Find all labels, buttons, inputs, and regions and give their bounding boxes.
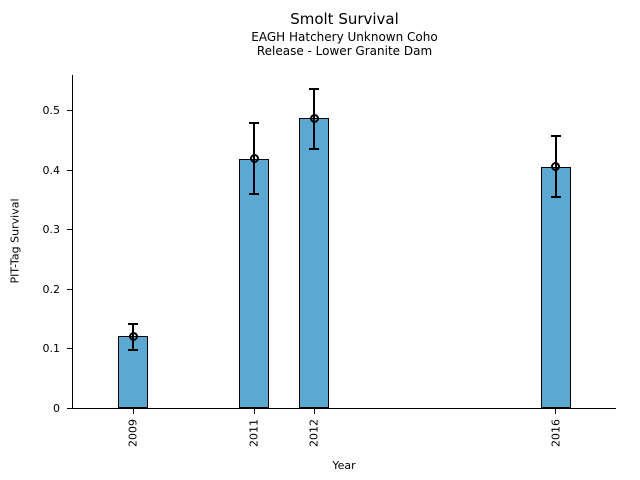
- y-tick-label: 0.4: [42, 163, 61, 177]
- y-tick-label: 0.2: [42, 282, 61, 296]
- x-axis-label: Year: [332, 459, 356, 472]
- error-bar-cap-bottom: [128, 348, 139, 351]
- error-bar-cap-bottom: [309, 147, 320, 150]
- error-bar-cap-top: [550, 135, 561, 138]
- y-axis-label: PIT-Tag Survival: [8, 198, 22, 284]
- x-tick-label-2016: 2016: [549, 419, 563, 447]
- data-point-marker: [551, 162, 561, 172]
- data-point-marker: [309, 113, 319, 123]
- y-tick-mark: [67, 110, 72, 112]
- x-axis-spine: [72, 408, 616, 409]
- y-tick-label: 0.3: [42, 223, 61, 237]
- bar-2011: [238, 158, 270, 408]
- data-point-marker: [128, 331, 138, 341]
- error-bar-cap-top: [128, 322, 139, 325]
- chart-subtitle-line1: EAGH Hatchery Unknown Coho: [251, 30, 438, 44]
- x-tick-mark: [132, 409, 134, 414]
- y-tick-mark: [67, 407, 72, 409]
- y-tick-mark: [67, 288, 72, 290]
- error-bar-cap-bottom: [249, 192, 259, 195]
- x-tick-mark: [313, 409, 315, 414]
- x-tick-mark: [253, 409, 255, 414]
- y-tick-mark: [67, 229, 72, 231]
- x-tick-label-2009: 2009: [126, 419, 140, 447]
- y-tick-mark: [67, 169, 72, 171]
- x-tick-label-2012: 2012: [307, 419, 321, 447]
- y-tick-label: 0.5: [42, 104, 61, 118]
- error-bar-cap-top: [249, 122, 259, 125]
- x-tick-label-2011: 2011: [247, 419, 261, 447]
- chart-subtitle-line2: Release - Lower Granite Dam: [256, 44, 433, 58]
- y-tick-label: 0.1: [42, 342, 61, 356]
- y-tick-mark: [67, 348, 72, 350]
- bar-2012: [299, 118, 330, 408]
- y-axis-spine: [72, 75, 73, 408]
- bar-2016: [540, 166, 571, 408]
- chart-title: Smolt Survival: [290, 10, 399, 28]
- x-tick-mark: [555, 409, 557, 414]
- data-point-marker: [249, 154, 259, 164]
- error-bar-cap-top: [309, 87, 320, 90]
- error-bar-cap-bottom: [550, 196, 561, 199]
- y-tick-label: 0: [53, 401, 60, 415]
